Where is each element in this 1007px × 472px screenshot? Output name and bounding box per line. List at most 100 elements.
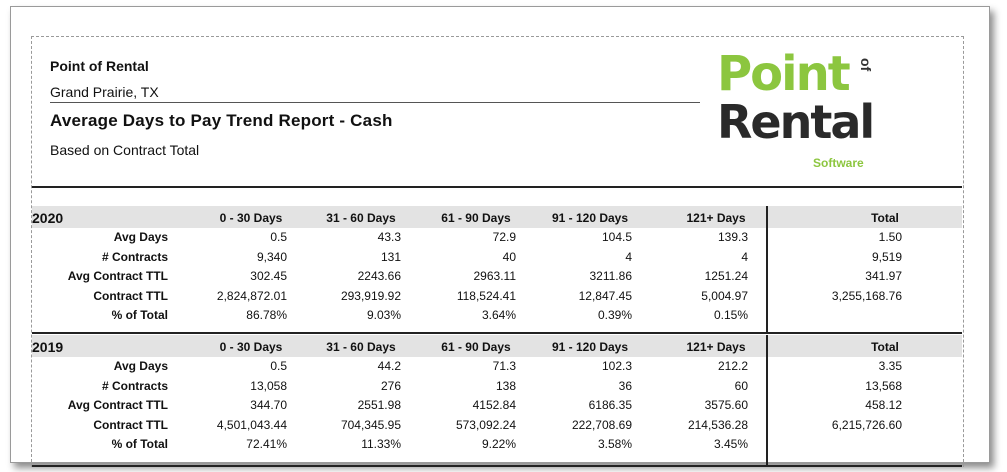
table-cell: 44.2	[377, 359, 401, 373]
table-cell: 573,092.24	[455, 417, 516, 432]
report-page	[10, 6, 990, 463]
row-label: % of Total	[111, 308, 168, 322]
table-cell: 0.39%	[597, 308, 632, 322]
table-cell: 341.97	[865, 269, 902, 283]
table-cell: 36	[618, 378, 632, 393]
table-cell: 9.03%	[366, 308, 401, 322]
table-cell: 60	[734, 378, 748, 393]
column-header: Total	[871, 340, 899, 354]
table-cell: 131	[380, 249, 401, 264]
table-cell: 2,824,872.01	[216, 288, 287, 303]
table-cell: 276	[380, 378, 401, 393]
table-cell: 0.5	[270, 359, 287, 373]
point-of-rental-logo: Point of Rental Software	[717, 46, 887, 175]
section-separator	[32, 332, 962, 334]
table-cell: 214,536.28	[687, 417, 748, 432]
year-label: 2019	[32, 339, 64, 355]
table-cell: 6186.35	[588, 398, 632, 412]
table-cell: 86.78%	[246, 308, 287, 322]
logo-rental-text: Rental	[717, 95, 875, 149]
column-header: 121+ Days	[686, 211, 746, 225]
table-cell: 344.70	[250, 398, 287, 412]
total-column-divider	[766, 335, 768, 465]
table-cell: 3211.86	[589, 269, 633, 283]
table-cell: 3.58%	[597, 437, 632, 451]
table-cell: 71.3	[492, 359, 516, 373]
table-cell: 704,345.95	[340, 417, 401, 432]
report-title: Average Days to Pay Trend Report - Cash	[50, 111, 393, 130]
table-cell: 293,919.92	[340, 288, 401, 303]
table-cell: 302.45	[250, 269, 287, 283]
table-cell: 4	[625, 249, 632, 264]
column-header: 0 - 30 Days	[219, 211, 283, 225]
company-location: Grand Prairie, TX	[50, 84, 159, 100]
year-header-bar	[32, 206, 962, 228]
total-column-divider	[766, 206, 768, 332]
row-label: Contract TTL	[93, 417, 168, 432]
table-cell: 3.35	[878, 359, 902, 373]
table-cell: 1.50	[878, 230, 902, 244]
table-cell: 3.64%	[481, 308, 516, 322]
table-cell: 43.3	[377, 230, 401, 244]
column-header: 31 - 60 Days	[326, 340, 396, 354]
page-margin-frame	[31, 36, 964, 467]
column-header: 121+ Days	[686, 340, 746, 354]
table-cell: 0.15%	[713, 308, 748, 322]
logo-of-text: of	[858, 58, 874, 72]
table-cell: 3575.60	[704, 398, 748, 412]
table-cell: 13,058	[250, 378, 287, 393]
row-label: Avg Contract TTL	[67, 398, 168, 412]
row-label: # Contracts	[101, 378, 168, 393]
table-cell: 11.33%	[361, 437, 401, 451]
table-cell: 104.5	[601, 230, 632, 244]
column-header: Total	[871, 211, 899, 225]
table-cell: 138	[495, 378, 516, 393]
table-cell: 5,004.97	[701, 288, 748, 303]
table-cell: 3,255,168.76	[831, 288, 902, 303]
table-cell: 72.41%	[246, 437, 287, 451]
row-label: # Contracts	[101, 249, 168, 264]
section-separator	[32, 465, 962, 467]
table-cell: 222,708.69	[571, 417, 632, 432]
section-separator	[32, 186, 962, 188]
logo-software-text: Software	[813, 156, 864, 170]
header-rule	[50, 102, 700, 103]
table-cell: 458.12	[865, 398, 902, 412]
table-cell: 6,215,726.60	[831, 417, 902, 432]
column-header: 0 - 30 Days	[219, 340, 283, 354]
company-name: Point of Rental	[50, 58, 149, 74]
column-header: 31 - 60 Days	[326, 211, 396, 225]
row-label: Contract TTL	[93, 288, 168, 303]
table-cell: 4,501,043.44	[216, 417, 287, 432]
table-cell: 40	[502, 249, 516, 264]
year-label: 2020	[32, 210, 64, 226]
table-cell: 2243.66	[357, 269, 401, 283]
table-cell: 139.3	[717, 230, 748, 244]
row-label: Avg Days	[113, 230, 168, 244]
row-label: Avg Days	[113, 359, 168, 373]
table-cell: 2963.11	[473, 269, 517, 283]
table-cell: 13,568	[865, 378, 902, 393]
column-header: 91 - 120 Days	[551, 211, 629, 225]
table-cell: 9,340	[256, 249, 287, 264]
table-cell: 2551.98	[357, 398, 401, 412]
column-header: 61 - 90 Days	[441, 211, 511, 225]
table-cell: 118,524.41	[456, 288, 516, 303]
table-cell: 4	[741, 249, 748, 264]
year-header-bar	[32, 335, 962, 357]
table-cell: 9,519	[871, 249, 902, 264]
report-subtitle: Based on Contract Total	[50, 142, 200, 158]
column-header: 61 - 90 Days	[441, 340, 511, 354]
row-label: Avg Contract TTL	[67, 269, 168, 283]
table-cell: 212.2	[717, 359, 748, 373]
table-cell: 102.3	[601, 359, 632, 373]
table-cell: 12,847.45	[578, 288, 632, 303]
table-cell: 9.22%	[481, 437, 516, 451]
row-label: % of Total	[111, 437, 168, 451]
table-cell: 3.45%	[713, 437, 748, 451]
logo-point-text: Point	[717, 46, 851, 102]
table-cell: 4152.84	[472, 398, 516, 412]
table-cell: 72.9	[492, 230, 516, 244]
column-header: 91 - 120 Days	[551, 340, 629, 354]
table-cell: 0.5	[270, 230, 287, 244]
